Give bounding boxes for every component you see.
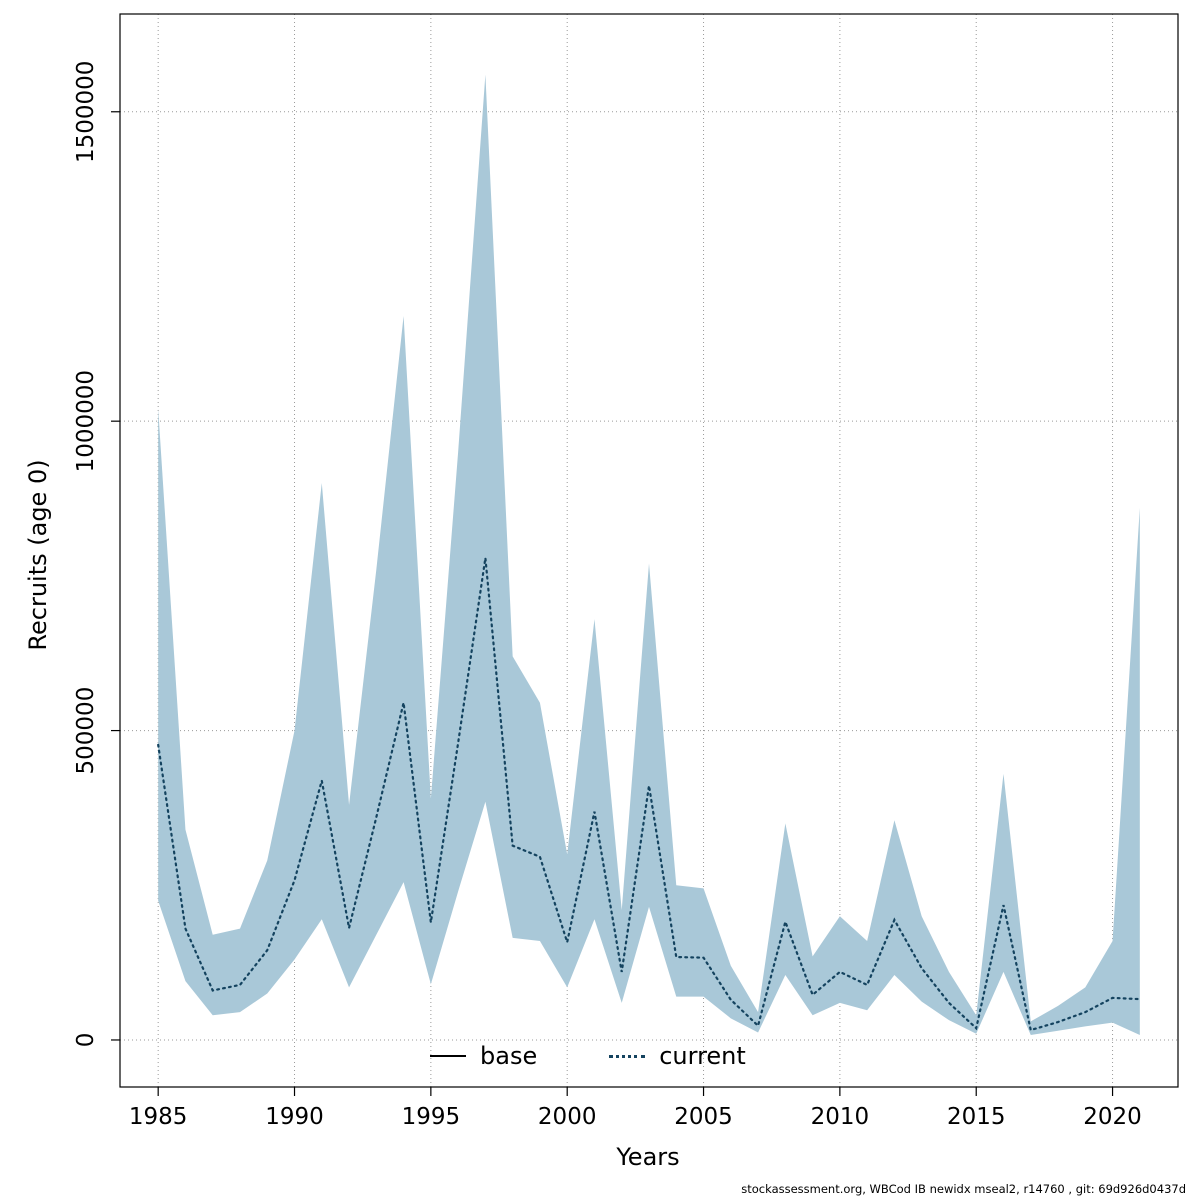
x-tick-label: 1995 bbox=[402, 1104, 461, 1130]
y-tick-label: 500000 bbox=[73, 687, 99, 775]
base-line-swatch bbox=[430, 1055, 466, 1057]
x-tick-label: 2015 bbox=[947, 1104, 1006, 1130]
x-tick-label: 2005 bbox=[674, 1104, 733, 1130]
legend-item-base: base bbox=[430, 1042, 537, 1070]
x-tick-label: 2020 bbox=[1083, 1104, 1142, 1130]
current-median-line bbox=[157, 557, 1141, 1032]
x-tick-label: 1985 bbox=[129, 1104, 188, 1130]
legend-label-base: base bbox=[480, 1042, 538, 1070]
x-tick-label: 1990 bbox=[265, 1104, 324, 1130]
plot-border bbox=[119, 13, 1179, 1088]
legend-label-current: current bbox=[659, 1042, 746, 1070]
x-tick-label: 2000 bbox=[538, 1104, 597, 1130]
y-tick-label: 1000000 bbox=[73, 370, 99, 472]
x-tick-label: 2010 bbox=[811, 1104, 870, 1130]
current-line-swatch bbox=[609, 1054, 646, 1058]
stock-assessment-caption: stockassessment.org, WBCod IB newidx mse… bbox=[741, 1182, 1186, 1196]
y-axis-title: Recruits (age 0) bbox=[24, 459, 52, 651]
y-tick-label: 0 bbox=[73, 1033, 99, 1048]
legend-item-current: current bbox=[609, 1042, 746, 1070]
x-axis-title: Years bbox=[616, 1143, 680, 1171]
confidence-band bbox=[158, 74, 1140, 1036]
y-tick-label: 1500000 bbox=[73, 61, 99, 163]
legend: base current bbox=[430, 1042, 746, 1070]
